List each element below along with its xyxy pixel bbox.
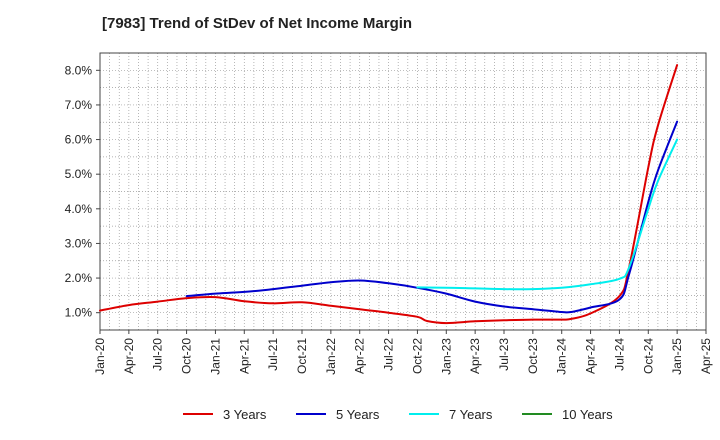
x-tick-label: Jul-20 (151, 338, 165, 371)
x-tick-label: Jan-24 (555, 338, 569, 375)
x-tick-label: Oct-21 (295, 338, 309, 374)
x-tick-label: Oct-20 (180, 338, 194, 374)
chart-title: [7983] Trend of StDev of Net Income Marg… (102, 15, 413, 32)
x-tick-label: Oct-23 (526, 338, 540, 374)
x-tick-label: Apr-22 (353, 338, 367, 374)
x-tick-label: Oct-22 (410, 338, 424, 374)
x-tick-label: Jul-24 (612, 338, 626, 371)
x-tick-label: Jul-22 (382, 338, 396, 371)
series-line-3-years (99, 64, 679, 325)
y-tick-label: 7.0% (65, 98, 93, 112)
x-tick-label: Apr-23 (468, 338, 482, 374)
legend-label: 7 Years (449, 407, 493, 422)
legend-label: 10 Years (562, 407, 613, 422)
x-tick-label: Jul-23 (497, 338, 511, 371)
y-tick-label: 5.0% (65, 167, 93, 181)
legend-label: 3 Years (223, 407, 267, 422)
x-tick-label: Jan-25 (670, 338, 684, 375)
y-tick-label: 6.0% (65, 133, 93, 147)
x-tick-label: Jan-22 (324, 338, 338, 375)
x-tick-label: Apr-20 (122, 338, 136, 374)
series-lines (99, 64, 679, 325)
x-tick-label: Apr-21 (237, 338, 251, 374)
y-tick-label: 3.0% (65, 236, 93, 250)
x-tick-label: Apr-25 (699, 338, 713, 374)
legend: 3 Years 5 Years 7 Years 10 Years (183, 407, 613, 422)
grid-lines (100, 53, 706, 330)
y-tick-label: 1.0% (65, 306, 93, 320)
series-line-5-years (185, 120, 679, 314)
x-tick-label: Oct-24 (641, 338, 655, 374)
x-tick-label: Jan-21 (208, 338, 222, 375)
y-tick-label: 8.0% (65, 63, 93, 77)
plot-area (99, 52, 707, 331)
x-tick-label: Jan-20 (93, 338, 107, 375)
y-tick-label: 4.0% (65, 202, 93, 216)
legend-label: 5 Years (336, 407, 380, 422)
series-line-7-years (416, 138, 679, 291)
x-tick-label: Jul-21 (266, 338, 280, 371)
x-tick-label: Apr-24 (584, 338, 598, 374)
x-tick-label: Jan-23 (439, 338, 453, 375)
y-tick-label: 2.0% (65, 271, 93, 285)
axis-ticks: 1.0% 2.0% 3.0% 4.0% 5.0% 6.0% 7.0% 8.0% Jan-20 Ap… (65, 63, 713, 374)
